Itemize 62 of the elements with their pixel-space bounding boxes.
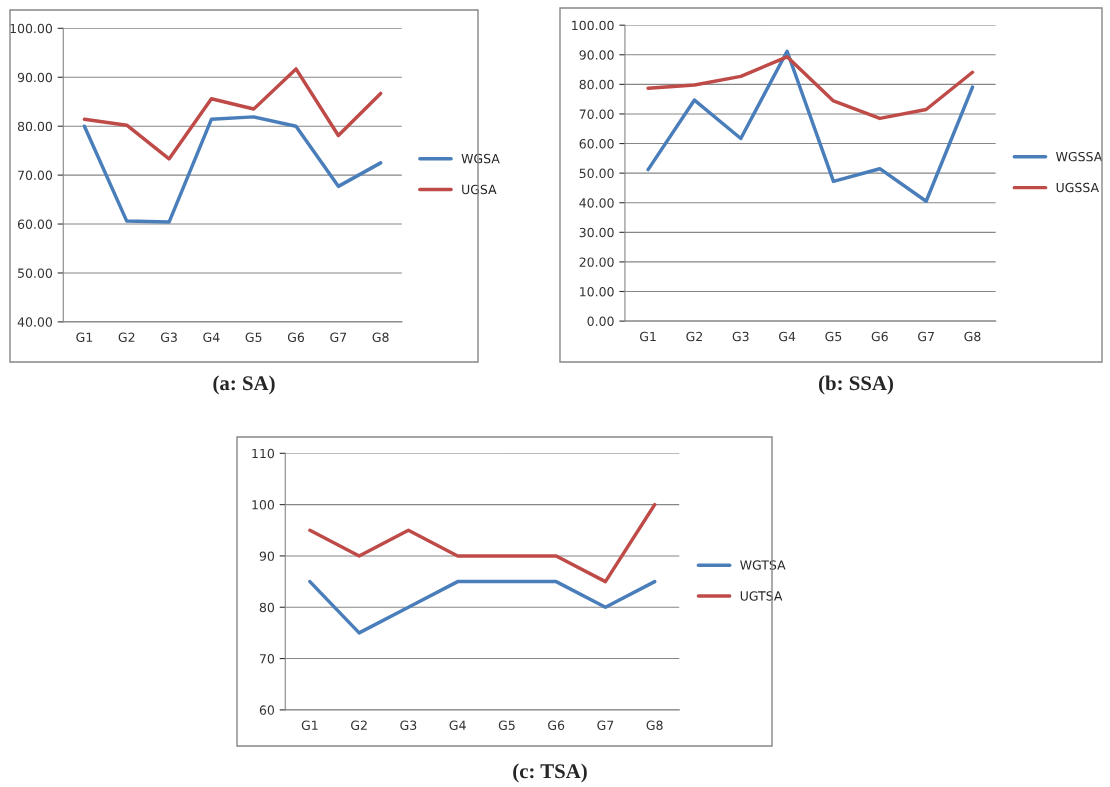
y-tick-label: 80.00 <box>17 121 53 132</box>
y-tick-label: 70.00 <box>579 109 614 119</box>
x-tick-label: G3 <box>400 720 417 730</box>
x-tick-label: G1 <box>639 331 656 342</box>
y-tick-label: 40.00 <box>579 198 614 208</box>
x-tick-label: G5 <box>245 332 262 342</box>
y-tick-label: 0.00 <box>587 316 614 327</box>
x-tick-label: G7 <box>330 332 347 342</box>
legend-label: WGTSA <box>740 560 786 570</box>
x-tick-label: G8 <box>964 331 981 342</box>
y-tick-label: 40.00 <box>17 317 53 327</box>
x-tick-label: G7 <box>597 720 614 730</box>
y-tick-label: 100 <box>252 500 275 510</box>
y-tick-label: 50.00 <box>579 168 614 179</box>
y-tick-label: 90 <box>259 551 275 561</box>
x-tick-label: G2 <box>686 331 703 342</box>
x-tick-label: G2 <box>118 332 135 342</box>
x-tick-label: G4 <box>449 720 466 730</box>
line-series <box>646 49 975 203</box>
y-tick-label: 90.00 <box>579 50 614 60</box>
line-series <box>82 67 383 161</box>
legend-label: UGSA <box>462 184 497 195</box>
legend-label: WGSA <box>461 153 500 164</box>
x-tick-label: G4 <box>203 332 220 342</box>
text: (c: TSA) <box>513 763 587 783</box>
x-tick-label: G5 <box>825 331 842 342</box>
x-tick-label: G8 <box>372 332 389 342</box>
legend-label: UGSSA <box>1056 182 1099 193</box>
y-tick-label: 110 <box>252 448 275 459</box>
y-tick-label: 80 <box>259 602 275 613</box>
y-tick-label: 30.00 <box>579 227 614 238</box>
y-tick-label: 100.00 <box>572 20 614 31</box>
legend-label: UGTSA <box>740 591 783 601</box>
y-tick-label: 20.00 <box>579 257 614 267</box>
x-tick-label: G4 <box>779 331 796 342</box>
y-tick-label: 60 <box>259 705 275 715</box>
x-tick-label: G2 <box>351 720 367 730</box>
x-tick-label: G8 <box>646 720 663 730</box>
y-tick-label: 60.00 <box>579 139 614 149</box>
line-series <box>308 502 657 584</box>
x-tick-label: G5 <box>498 720 515 730</box>
x-tick-label: G1 <box>301 720 318 730</box>
y-tick-label: 10.00 <box>580 286 614 297</box>
x-tick-label: G7 <box>918 331 934 342</box>
y-tick-label: 70 <box>259 654 275 664</box>
x-tick-label: G1 <box>76 332 93 342</box>
line-series <box>82 115 383 224</box>
text: (a: SA) <box>213 375 275 395</box>
y-tick-label: 100.00 <box>10 23 53 34</box>
x-tick-label: G6 <box>871 331 888 342</box>
text: (b: SSA) <box>819 375 893 395</box>
legend-label: WGSSA <box>1056 151 1103 162</box>
line-series <box>646 55 975 121</box>
y-tick-label: 70.00 <box>18 170 53 181</box>
x-tick-label: G3 <box>732 331 749 342</box>
y-tick-label: 50.00 <box>18 268 53 278</box>
y-tick-label: 60.00 <box>17 219 53 229</box>
x-tick-label: G3 <box>160 332 177 342</box>
x-tick-label: G6 <box>287 332 305 342</box>
x-tick-label: G6 <box>548 720 565 730</box>
y-tick-label: 80.00 <box>579 79 614 90</box>
y-tick-label: 90.00 <box>17 72 53 83</box>
